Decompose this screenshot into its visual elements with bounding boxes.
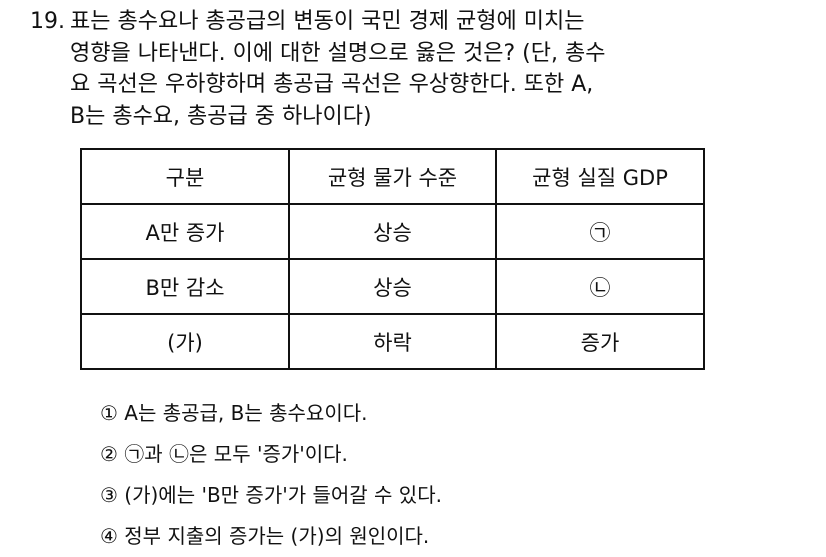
answer-options: ① A는 총공급, B는 총수요이다. ② ㉠과 ㉡은 모두 '증가'이다. ③… (100, 393, 442, 557)
data-table: 구분 균형 물가 수준 균형 실질 GDP A만 증가 상승 ㉠ B만 감소 상… (80, 148, 705, 370)
table-cell: ㉡ (495, 258, 705, 315)
question: 19. 표는 총수요나 총공급의 변동이 국민 경제 균형에 미치는 영향을 나… (30, 6, 790, 132)
table-header-row: 구분 균형 물가 수준 균형 실질 GDP (80, 148, 705, 205)
table-cell: 상승 (288, 258, 497, 315)
option-1[interactable]: ① A는 총공급, B는 총수요이다. (100, 401, 368, 425)
table-cell: 상승 (288, 203, 497, 260)
header-cell: 구분 (80, 148, 290, 205)
option-4[interactable]: ④ 정부 지출의 증가는 (가)의 원인이다. (100, 524, 430, 548)
question-line: 표는 총수요나 총공급의 변동이 국민 경제 균형에 미치는 (70, 9, 585, 34)
question-line: B는 총수요, 총공급 중 하나이다) (70, 103, 372, 129)
table-cell: 증가 (495, 313, 705, 370)
option-3[interactable]: ③ (가)에는 'B만 증가'가 들어갈 수 있다. (100, 483, 442, 507)
table-cell: 하락 (288, 313, 497, 370)
table-cell: (가) (80, 313, 290, 370)
table-cell: B만 감소 (80, 258, 290, 315)
table-cell: ㉠ (495, 203, 705, 260)
option-2[interactable]: ② ㉠과 ㉡은 모두 '증가'이다. (100, 442, 348, 466)
header-cell: 균형 물가 수준 (288, 148, 497, 205)
question-line: 영향을 나타낸다. 이에 대한 설명으로 옳은 것은? (단, 총수 (70, 40, 606, 66)
table-row: B만 감소 상승 ㉡ (80, 258, 705, 315)
question-number: 19. (30, 9, 65, 34)
table-row: A만 증가 상승 ㉠ (80, 203, 705, 260)
header-cell: 균형 실질 GDP (495, 148, 705, 205)
question-line: 요 곡선은 우하향하며 총공급 곡선은 우상향한다. 또한 A, (70, 72, 594, 97)
table-row: (가) 하락 증가 (80, 313, 705, 370)
table-cell: A만 증가 (80, 203, 290, 260)
question-text: 표는 총수요나 총공급의 변동이 국민 경제 균형에 미치는 영향을 나타낸다.… (70, 6, 790, 132)
